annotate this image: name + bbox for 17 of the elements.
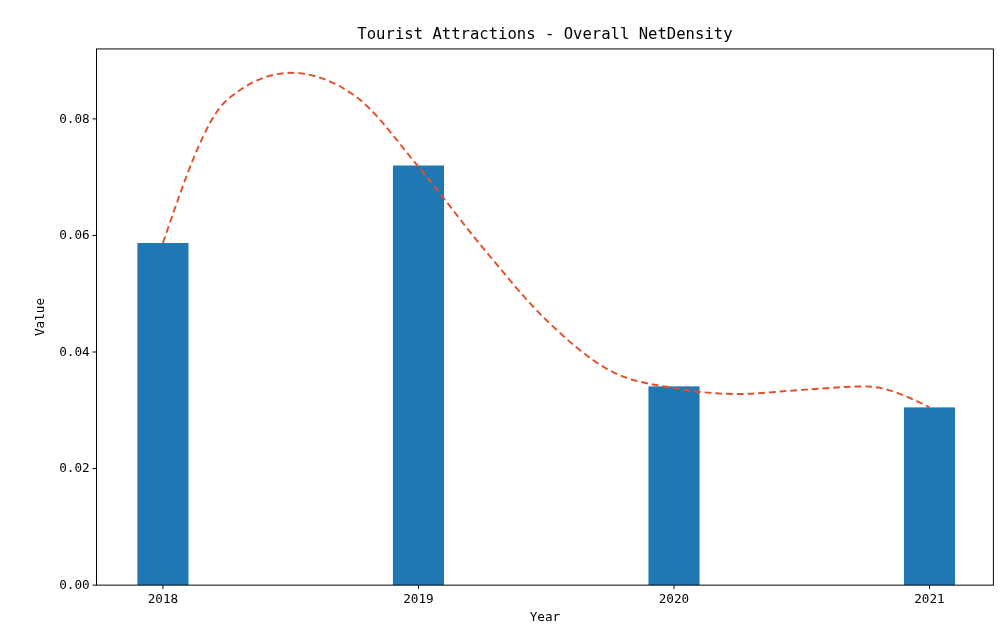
x-tick-label: 2018 bbox=[147, 590, 179, 606]
bar bbox=[137, 243, 189, 586]
line-series bbox=[161, 71, 931, 409]
bar bbox=[648, 386, 700, 586]
x-axis-title: Year bbox=[529, 609, 561, 625]
chart-title: Tourist Attractions - Overall NetDensity bbox=[357, 25, 733, 44]
y-tick-label: 0.06 bbox=[59, 227, 90, 243]
y-tick-label: 0.02 bbox=[59, 460, 90, 476]
x-tick-label: 2021 bbox=[914, 590, 945, 606]
bar bbox=[903, 407, 956, 586]
y-tick-label: 0.04 bbox=[59, 343, 91, 359]
y-tick-label: 0.08 bbox=[59, 110, 90, 126]
bar bbox=[392, 165, 445, 586]
x-tick-label: 2019 bbox=[403, 590, 434, 606]
y-tick-label: 0.00 bbox=[59, 577, 90, 593]
y-axis-title: Value bbox=[31, 297, 47, 337]
x-tick-label: 2020 bbox=[658, 590, 690, 606]
